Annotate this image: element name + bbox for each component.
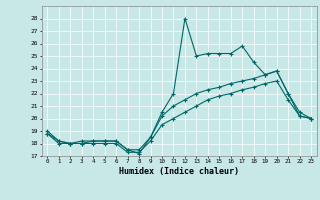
X-axis label: Humidex (Indice chaleur): Humidex (Indice chaleur)	[119, 167, 239, 176]
